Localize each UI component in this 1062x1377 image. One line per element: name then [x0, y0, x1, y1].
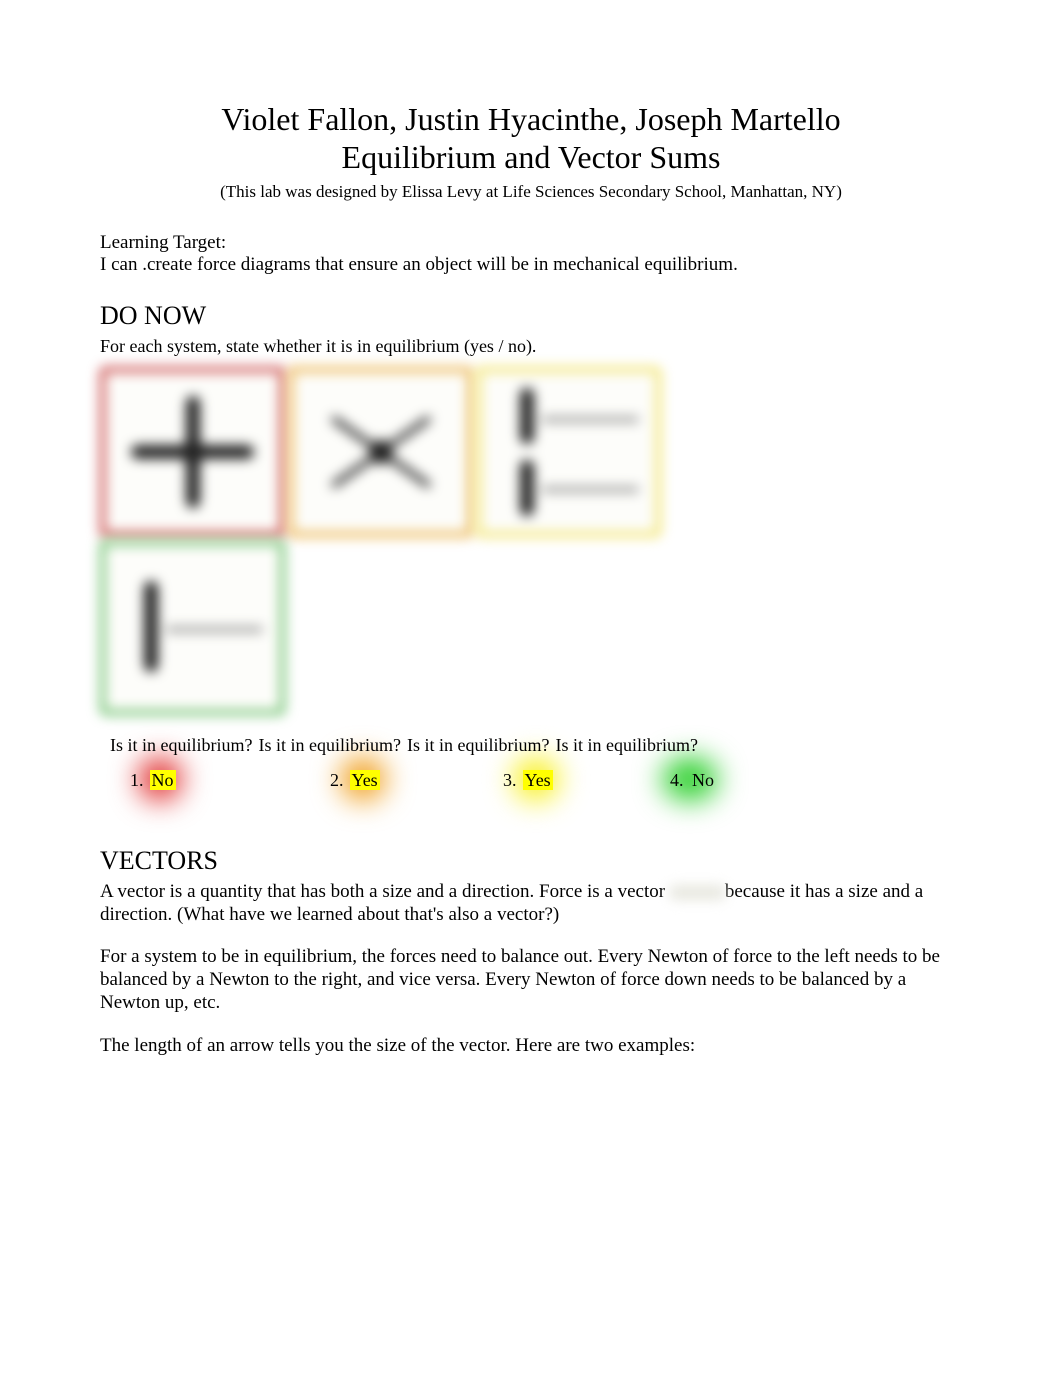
p1a: A vector is a quantity that has both a: [100, 881, 382, 902]
answer-1: 1. No: [130, 770, 330, 791]
diagram-1: [100, 367, 285, 537]
diagram-3: [476, 367, 661, 537]
answer-3: 3. Yes: [503, 770, 670, 791]
question-3: Is it in equilibrium?: [407, 735, 549, 756]
learning-target: Learning Target: I can .create force dia…: [100, 232, 962, 276]
answer-num: 3.: [503, 770, 517, 791]
intro-c: (yes / no).: [464, 336, 536, 356]
do-now-intro: For each system, state whether it is in …: [100, 336, 962, 357]
questions-row: Is it in equilibrium? Is it in equilibri…: [110, 735, 962, 756]
answer-text: Yes: [523, 770, 553, 790]
label-line: [542, 487, 638, 492]
learning-target-label: Learning Target:: [100, 232, 962, 254]
label-line: [542, 417, 638, 422]
page-title: Equilibrium and Vector Sums: [100, 138, 962, 176]
answer-wrap: 4. No: [670, 770, 714, 791]
center-dot: [369, 440, 393, 464]
answer-text: Yes: [350, 770, 380, 790]
p1d: . Force is a vector: [530, 881, 670, 902]
diagram-4: [100, 540, 285, 715]
vector-arrow: [520, 388, 534, 444]
vectors-para-3: The length of an arrow tells you the siz…: [100, 1035, 962, 1058]
authors-line: Violet Fallon, Justin Hyacinthe, Joseph …: [100, 100, 962, 138]
question-4: Is it in equilibrium?: [555, 735, 697, 756]
intro-b: whether it is in equilibrium: [263, 336, 463, 356]
credit-line: (This lab was designed by Elissa Levy at…: [100, 182, 962, 202]
answer-num: 2.: [330, 770, 344, 791]
question-2: Is it in equilibrium?: [258, 735, 400, 756]
diagram-2: [288, 367, 473, 537]
center-dot: [181, 440, 205, 464]
p1c: direction: [462, 881, 530, 902]
do-now-heading: DO NOW: [100, 301, 962, 331]
answer-text: No: [692, 770, 714, 790]
vector-arrow: [144, 581, 158, 672]
learning-target-prefix: I can: [100, 254, 142, 275]
answers-row: 1. No 2. Yes 3. Yes 4. No: [130, 770, 962, 791]
vectors-section: VECTORS A vector is a quantity that has …: [100, 846, 962, 1058]
question-1: Is it in equilibrium?: [110, 735, 252, 756]
learning-target-body: I can .create force diagrams that ensure…: [100, 254, 962, 276]
intro-a: For each system, state: [100, 336, 263, 356]
p1b: size and a: [382, 881, 462, 902]
answer-wrap: Yes: [350, 770, 380, 791]
answer-2: 2. Yes: [330, 770, 503, 791]
title-block: Violet Fallon, Justin Hyacinthe, Joseph …: [100, 100, 962, 202]
diagrams-grid: [100, 367, 962, 715]
vectors-heading: VECTORS: [100, 846, 962, 876]
blurred-word: [670, 885, 725, 900]
label-line: [166, 627, 262, 632]
answer-num-inglow: 4.: [670, 770, 684, 790]
answer-num: 1.: [130, 770, 144, 791]
p1f: also a vector?): [448, 904, 559, 925]
answer-4: 4. No: [670, 770, 790, 791]
learning-target-text: .create force diagrams that ensure an ob…: [142, 254, 738, 275]
vector-arrow: [520, 460, 534, 516]
vectors-para-2: For a system to be in equilibrium, the f…: [100, 946, 962, 1014]
vectors-para-1: A vector is a quantity that has both a s…: [100, 881, 962, 927]
answer-wrap: No: [150, 770, 176, 791]
answer-wrap: Yes: [523, 770, 553, 791]
answer-text: No: [150, 770, 176, 790]
